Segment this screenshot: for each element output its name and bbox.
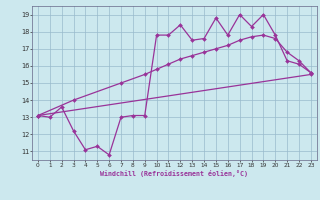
X-axis label: Windchill (Refroidissement éolien,°C): Windchill (Refroidissement éolien,°C) [100,170,248,177]
